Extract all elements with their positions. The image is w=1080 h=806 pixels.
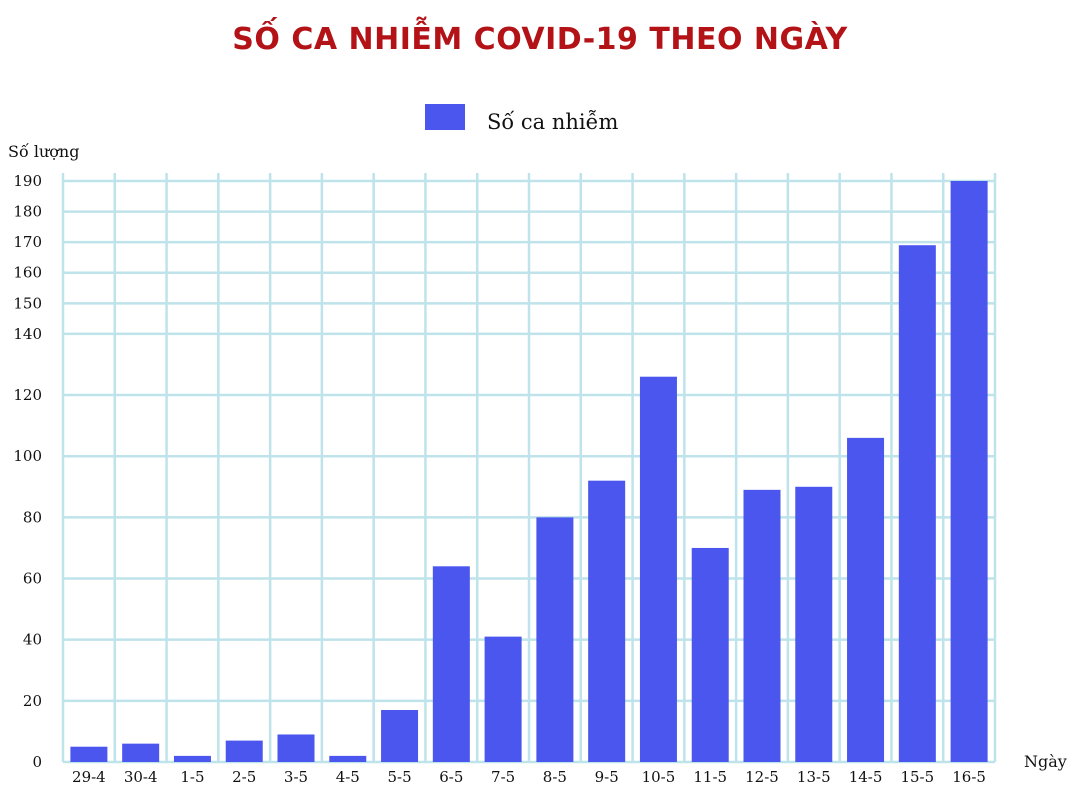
- y-tick-label: 40: [23, 631, 42, 649]
- y-axis-title: Số lượng: [8, 142, 79, 161]
- x-tick-label: 14-5: [849, 768, 883, 786]
- x-tick-label: 4-5: [336, 768, 360, 786]
- bar-14-5: [847, 437, 885, 762]
- bar-3-5: [277, 734, 315, 762]
- y-tick-label: 120: [13, 386, 42, 404]
- x-tick-label: 13-5: [797, 768, 831, 786]
- bar-12-5: [743, 489, 781, 762]
- x-tick-label: 16-5: [952, 768, 986, 786]
- bar-29-4: [70, 746, 108, 762]
- bars: [70, 181, 988, 762]
- bar-9-5: [588, 480, 626, 762]
- x-tick-label: 29-4: [72, 768, 106, 786]
- bar-2-5: [225, 740, 263, 762]
- chart-title: SỐ CA NHIỄM COVID-19 THEO NGÀY: [232, 22, 848, 57]
- bar-10-5: [639, 376, 677, 762]
- x-tick-label: 3-5: [284, 768, 308, 786]
- bar-30-4: [122, 743, 160, 762]
- bar-11-5: [691, 547, 729, 762]
- x-tick-label: 15-5: [900, 768, 934, 786]
- x-tick-label: 30-4: [124, 768, 158, 786]
- y-tick-label: 0: [32, 753, 42, 771]
- x-axis-title: Ngày: [1024, 752, 1067, 771]
- x-tick-label: 10-5: [642, 768, 676, 786]
- y-tick-label: 170: [13, 233, 42, 251]
- y-tick-label: 140: [13, 325, 42, 343]
- x-tick-label: 1-5: [180, 768, 204, 786]
- x-tick-label: 8-5: [543, 768, 567, 786]
- y-tick-label: 100: [13, 447, 42, 465]
- bar-6-5: [432, 566, 470, 762]
- y-tick-label: 20: [23, 692, 42, 710]
- bar-7-5: [484, 636, 522, 762]
- x-tick-label: 6-5: [439, 768, 463, 786]
- x-tick-label: 9-5: [595, 768, 619, 786]
- y-tick-label: 180: [13, 203, 42, 221]
- x-tick-label: 2-5: [232, 768, 256, 786]
- y-tick-label: 60: [23, 570, 42, 588]
- bar-15-5: [898, 245, 936, 762]
- bar-1-5: [173, 755, 211, 762]
- legend-label: Số ca nhiễm: [487, 110, 619, 134]
- bar-5-5: [381, 710, 419, 762]
- bar-8-5: [536, 517, 574, 762]
- tick-labels: 0 20 40 60 80 100 120 140 150 160 170 180 190 29-4 30-…: [13, 172, 986, 786]
- x-tick-label: 12-5: [745, 768, 779, 786]
- x-tick-label: 5-5: [387, 768, 411, 786]
- legend-swatch: [425, 104, 465, 130]
- y-tick-label: 160: [13, 264, 42, 282]
- y-tick-label: 80: [23, 508, 42, 526]
- y-tick-label: 150: [13, 294, 42, 312]
- x-tick-label: 7-5: [491, 768, 515, 786]
- bar-4-5: [329, 755, 367, 762]
- grid-lines: [61, 173, 997, 764]
- y-tick-label: 190: [13, 172, 42, 190]
- bar-13-5: [795, 486, 833, 762]
- bar-16-5: [950, 181, 988, 762]
- x-tick-label: 11-5: [693, 768, 727, 786]
